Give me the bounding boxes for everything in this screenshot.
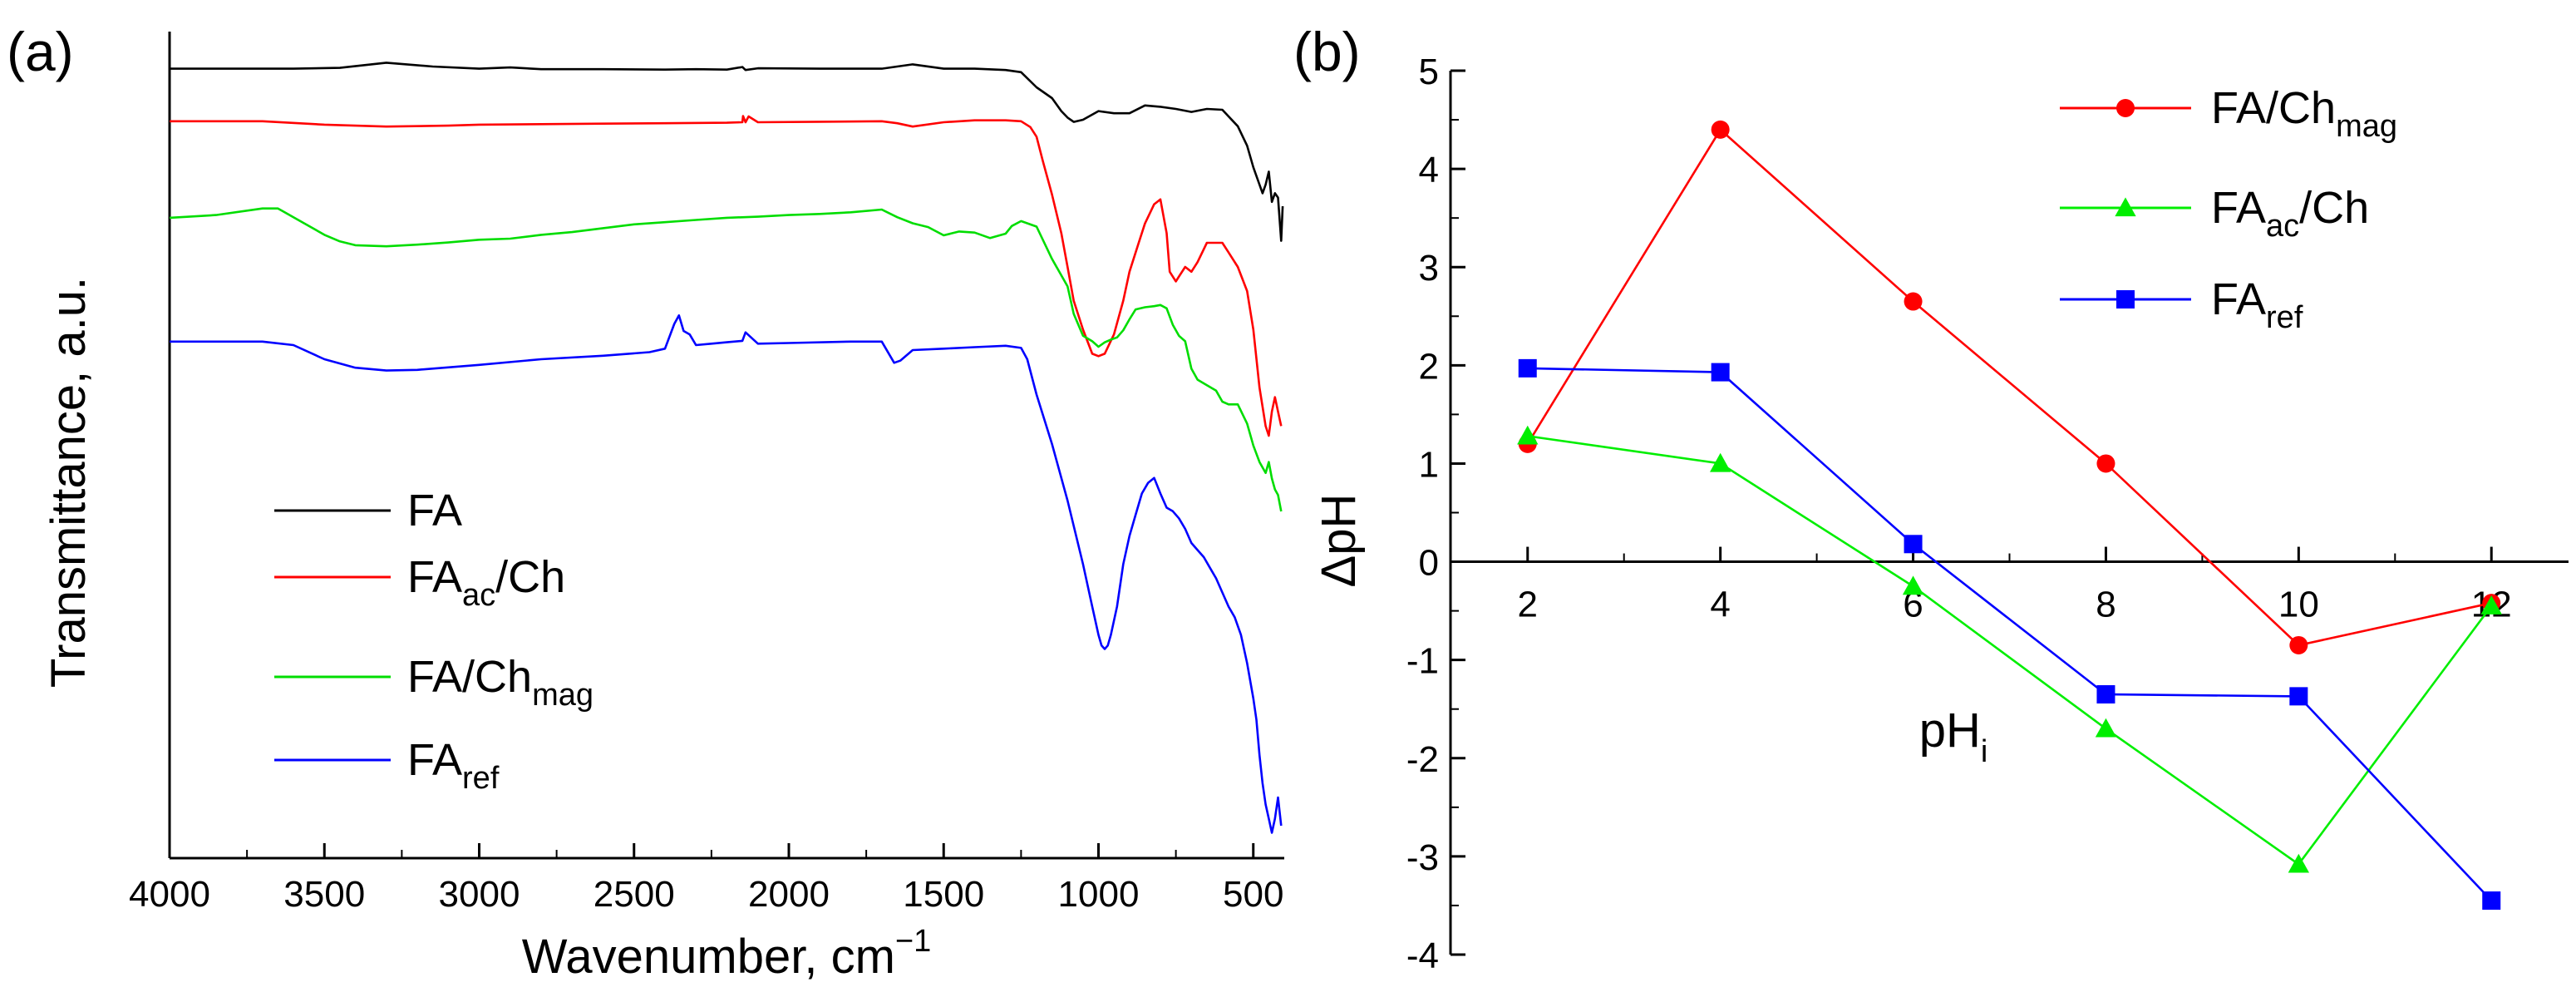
panel-b-series: [1517, 120, 2502, 911]
panel-b-legend-label-0-subscript: mag: [2336, 109, 2397, 144]
panel-b-legend-label-1: FAac/Ch: [2211, 183, 2369, 244]
panel-b-series-line-0: [1526, 127, 2492, 647]
panel-a-legend-label-1-subscript: ac: [462, 578, 495, 613]
panel-b-label: (b): [1293, 21, 1361, 82]
panel-b-point-0-1: [1711, 120, 1730, 139]
panel-b-point-0-3: [2096, 454, 2115, 473]
panel-a-x-axis-label-exponent: −1: [895, 924, 931, 959]
panel-b-y-tick-label: -3: [1406, 837, 1439, 878]
panel-a-series-line-0: [170, 62, 1284, 242]
panel-a-x-tick-label: 2000: [748, 874, 830, 915]
panel-a-legend-label-3: FAref: [407, 735, 500, 796]
panel-b-series-line-2: [1527, 367, 2493, 901]
panel-b-legend-label-2: FAref: [2211, 274, 2303, 335]
panel-b-point-1-1: [1710, 452, 1731, 472]
panel-b-y-tick-label: 4: [1419, 150, 1439, 190]
panel-a-legend-label-0-name: FA: [407, 486, 462, 536]
panel-a-legend-label-3-name: FA: [407, 735, 462, 785]
panel-a-legend-label-2-name: FA/Ch: [407, 652, 532, 702]
panel-a-legend-label-2: FA/Chmag: [407, 652, 594, 713]
panel-b-legend-label-1-suffix: /Ch: [2299, 183, 2369, 233]
panel-b-point-1-2: [1902, 575, 1924, 595]
panel-b-x-tick-label: 8: [2096, 585, 2115, 625]
panel-a-legend-label-1: FAac/Ch: [407, 552, 565, 613]
panel-b-point-1-0: [1517, 425, 1539, 445]
panel-a-legend-label-0: FA: [407, 486, 462, 536]
panel-b-x-axis-label-main: pH: [1919, 703, 1981, 758]
panel-b-point-2-0: [1518, 358, 1537, 378]
panel-a-legend-label-3-subscript: ref: [462, 761, 500, 796]
panel-a-x-tick-label: 500: [1223, 874, 1283, 915]
panel-a-y-axis-label: Transmittance, a.u.: [42, 277, 96, 688]
panel-a-x-tick-label: 1500: [903, 874, 984, 915]
panel-a-legend-label-2-subscript: mag: [532, 678, 594, 713]
panel-b-legend-label-1-name: FA: [2211, 183, 2266, 233]
panel-b-point-0-4: [2289, 635, 2308, 654]
panel-a-x-tick-label: 1000: [1058, 874, 1140, 915]
panel-b-point-0-2: [1904, 292, 1923, 311]
panel-b-legend-marker-0: [2116, 99, 2135, 117]
panel-a-x-tick-label: 3500: [283, 874, 365, 915]
panel-a-legend-label-1-name: FA: [407, 552, 462, 602]
panel-b-series-line-1: [1527, 435, 2493, 866]
panel-b-y-tick-label: -1: [1406, 641, 1439, 682]
panel-a-x-tick-label: 4000: [129, 874, 210, 915]
panel-a-x-tick-label: 3000: [439, 874, 520, 915]
panel-b-x-tick-label: 4: [1710, 585, 1730, 625]
panel-b-legend-marker-1: [2115, 197, 2136, 217]
panel-b-legend-label-2-name: FA: [2211, 274, 2266, 324]
panel-b-y-tick-label: 0: [1419, 543, 1439, 584]
panel-a-spectra: (a) Transmittance, a.u. 4000 3500 3000 2500…: [7, 21, 1284, 984]
panel-b-point-1-3: [2095, 718, 2117, 738]
panel-b-point-1-4: [2288, 853, 2309, 873]
panel-a-series-line-3: [170, 313, 1283, 834]
panel-a-series-line-1: [170, 115, 1283, 437]
panel-b-dph: (b) ΔpH -4-3-2-101234524681012 pHi FA/Ch…: [1293, 21, 2569, 976]
panel-b-y-tick-label: -2: [1406, 739, 1439, 780]
panel-b-x-tick-label: 10: [2278, 585, 2319, 625]
panel-b-legend-label-1-subscript: ac: [2266, 209, 2299, 244]
panel-b-legend-label-0-name: FA/Ch: [2211, 83, 2336, 133]
panel-b-y-tick-label: -4: [1406, 935, 1439, 976]
panel-b-axes: -4-3-2-101234524681012: [1406, 52, 2569, 976]
panel-a-x-ticks: 4000 3500 3000 2500 2000 1500 1000 500: [129, 843, 1283, 915]
panel-b-point-2-2: [1904, 535, 1923, 554]
panel-a-x-tick-label: 2500: [594, 874, 675, 915]
panel-a-legend-label-1-suffix: /Ch: [495, 552, 565, 602]
panel-b-y-axis-label: ΔpH: [1312, 494, 1366, 588]
panel-b-legend-label-0: FA/Chmag: [2211, 83, 2397, 144]
panel-b-x-axis-label-subscript: i: [1981, 734, 1987, 769]
panel-b-point-2-3: [2096, 685, 2115, 704]
panel-a-series: [169, 62, 1284, 834]
panel-b-legend-marker-2: [2116, 290, 2135, 308]
panel-a-x-axis-label-main: Wavenumber, cm: [522, 930, 895, 984]
panel-b-x-tick-label: 2: [1518, 585, 1538, 625]
panel-b-point-2-4: [2289, 687, 2308, 706]
panel-b-point-2-5: [2482, 891, 2501, 911]
panel-b-y-tick-label: 3: [1419, 248, 1439, 289]
panel-a-series-line-2: [169, 207, 1283, 512]
panel-a-label: (a): [7, 21, 74, 82]
panel-b-y-tick-label: 5: [1419, 52, 1439, 92]
panel-b-x-axis-label: pHi: [1919, 703, 1988, 769]
panel-a-plot-area: 4000 3500 3000 2500 2000 1500 1000 500: [129, 32, 1284, 915]
panel-b-point-2-1: [1711, 363, 1730, 382]
panel-a-x-axis-label: Wavenumber, cm−1: [522, 924, 931, 984]
panel-b-point-1-5: [2480, 595, 2502, 615]
panel-b-y-tick-label: 1: [1419, 444, 1439, 485]
panel-b-legend-label-2-subscript: ref: [2266, 300, 2303, 335]
panel-b-y-tick-label: 2: [1419, 346, 1439, 387]
